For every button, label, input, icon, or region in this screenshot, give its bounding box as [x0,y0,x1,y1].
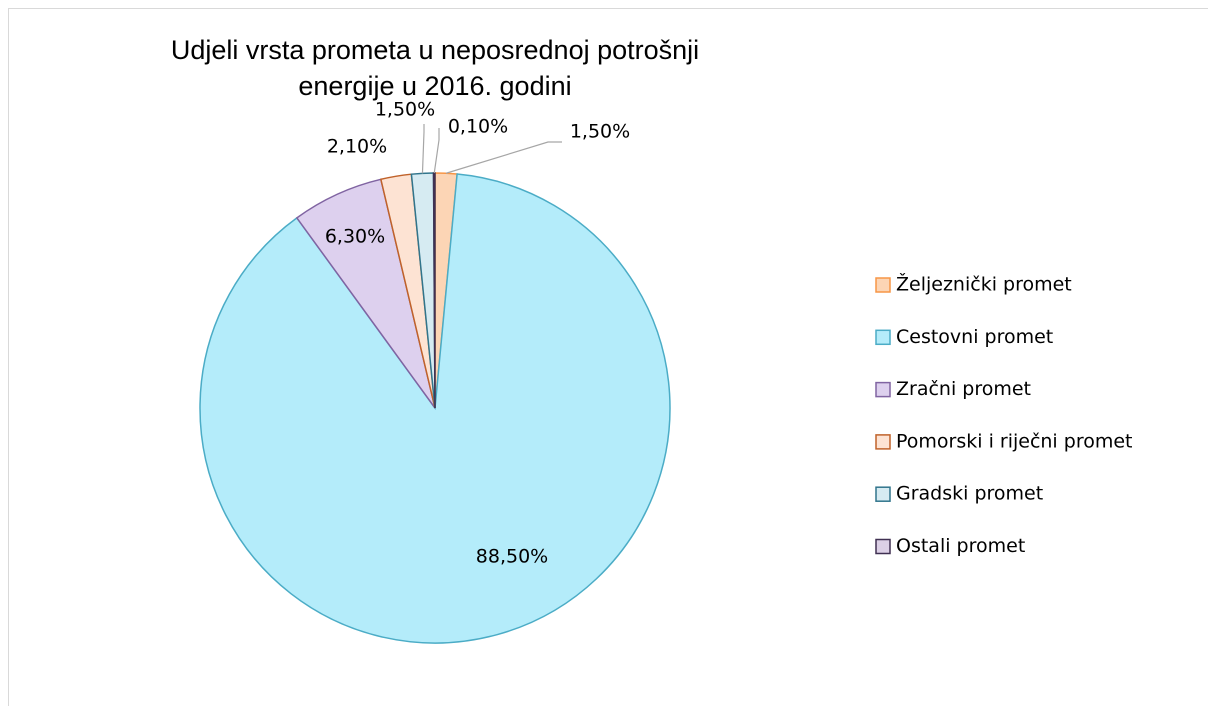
leader-line [433,128,440,174]
data-label: 6,30% [325,226,385,248]
data-label: 0,10% [448,116,508,138]
legend-swatch [875,538,891,555]
legend-label: Gradski promet [896,483,1043,505]
data-label: 1,50% [375,99,435,121]
data-label: 88,50% [476,546,548,568]
legend-label: Pomorski i riječni promet [896,430,1132,452]
legend-label: Zračni promet [896,378,1031,400]
data-label: 2,10% [327,136,387,158]
chart-title: Udjeli vrsta prometa u neposrednoj potro… [170,35,700,101]
legend-swatch [875,329,891,346]
legend-label: Željeznički promet [896,273,1072,296]
legend-label: Ostali promet [896,535,1025,557]
data-label: 1,50% [570,121,630,143]
leader-line [445,141,562,174]
pie-slice [432,172,436,409]
legend-swatch [875,434,891,450]
legend-swatch [875,486,891,502]
legend-swatch [875,381,891,398]
chart-border [8,8,1208,706]
legend-label: Cestovni promet [896,326,1053,348]
pie-slice [199,173,671,644]
legend-swatch [875,277,891,293]
leader-line [421,124,425,174]
